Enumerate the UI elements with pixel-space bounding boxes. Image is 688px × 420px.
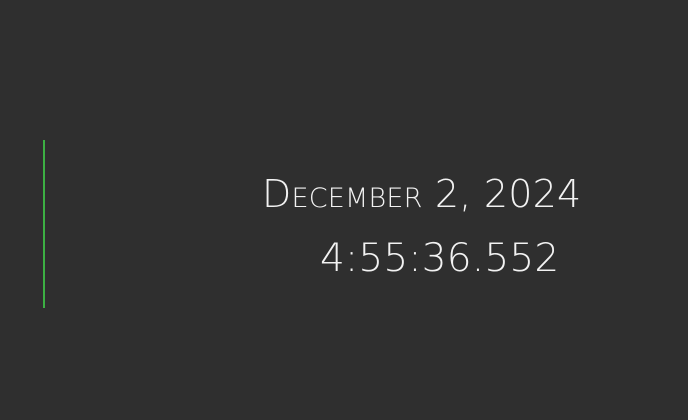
time-display: 4:55:36.552 bbox=[320, 236, 560, 281]
accent-bar bbox=[43, 140, 45, 308]
date-display: December 2, 2024 bbox=[262, 172, 582, 216]
